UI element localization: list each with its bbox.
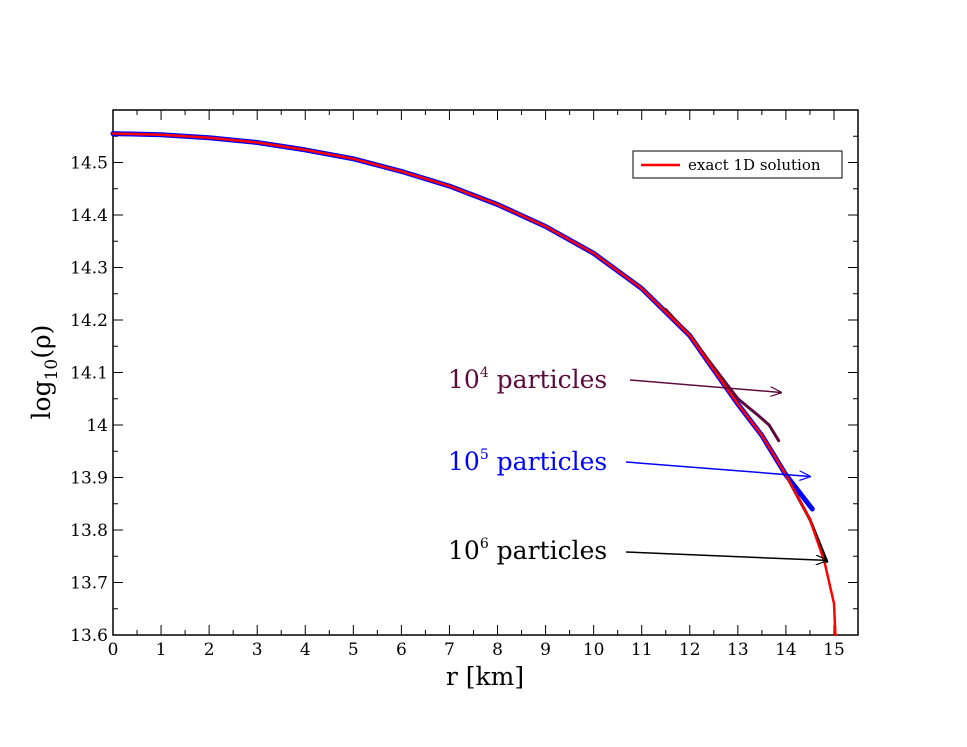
annotation-1e4-arrow bbox=[629, 379, 781, 393]
y-tick-label: 14.5 bbox=[70, 154, 108, 174]
annotation-1e6-arrow bbox=[625, 551, 827, 560]
x-tick-label: 15 bbox=[823, 640, 845, 660]
x-tick-label: 2 bbox=[204, 640, 215, 660]
y-tick-label: 14 bbox=[86, 416, 108, 436]
x-tick-label: 9 bbox=[540, 640, 551, 660]
y-tick-label: 14.1 bbox=[70, 364, 108, 384]
series-10-6-particles bbox=[111, 132, 829, 563]
y-tick-label: 14.2 bbox=[70, 311, 108, 331]
x-tick-label: 4 bbox=[300, 640, 311, 660]
x-tick-label: 6 bbox=[396, 640, 407, 660]
y-tick-label: 14.4 bbox=[70, 206, 108, 226]
y-axis-label: log10(ρ) bbox=[27, 325, 62, 420]
x-tick-label: 10 bbox=[583, 640, 605, 660]
y-tick-label: 13.6 bbox=[70, 626, 108, 646]
x-tick-label: 8 bbox=[492, 640, 503, 660]
x-axis-ticks: 0 1 2 3 4 5 6 7 8 9 10 11 12 13 14 15 bbox=[108, 110, 859, 660]
x-tick-label: 1 bbox=[156, 640, 167, 660]
x-tick-label: 5 bbox=[348, 640, 359, 660]
x-tick-label: 7 bbox=[444, 640, 455, 660]
x-tick-label: 13 bbox=[727, 640, 749, 660]
x-tick-label: 0 bbox=[108, 640, 119, 660]
x-axis-label: r [km] bbox=[446, 662, 524, 691]
annotation-1e4-label: 104 particles bbox=[448, 365, 607, 394]
x-tick-label: 12 bbox=[679, 640, 701, 660]
series-layer bbox=[110, 131, 837, 637]
x-tick-label: 14 bbox=[775, 640, 797, 660]
series-exact-1d-solution bbox=[111, 132, 837, 637]
y-tick-label: 13.9 bbox=[70, 469, 108, 489]
annotation-1e5: 105 particles bbox=[448, 447, 810, 477]
annotation-1e4: 104 particles bbox=[448, 365, 781, 394]
x-tick-label: 3 bbox=[252, 640, 263, 660]
annotation-1e6: 106 particles bbox=[448, 536, 827, 565]
annotation-1e5-label: 105 particles bbox=[448, 447, 607, 476]
y-tick-label: 13.8 bbox=[70, 521, 108, 541]
y-axis-ticks: 13.6 13.7 13.8 13.9 14 14.1 14.2 14.3 14.4 14.5 bbox=[70, 135, 858, 646]
legend-label-exact: exact 1D solution bbox=[688, 156, 821, 174]
x-tick-label: 11 bbox=[631, 640, 653, 660]
y-tick-label: 14.3 bbox=[70, 259, 108, 279]
y-tick-label: 13.7 bbox=[70, 574, 108, 594]
annotation-1e5-arrow bbox=[625, 461, 810, 477]
legend: exact 1D solution bbox=[632, 150, 843, 179]
annotation-1e6-label: 106 particles bbox=[448, 536, 607, 565]
